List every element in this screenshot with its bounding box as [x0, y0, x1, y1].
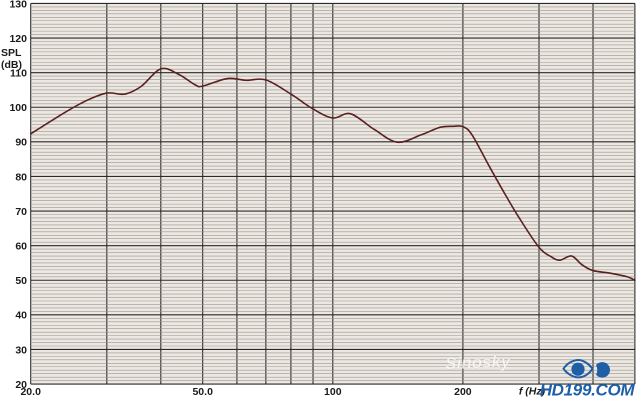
svg-text:60: 60 — [15, 241, 27, 253]
svg-text:80: 80 — [15, 171, 27, 183]
svg-text:HD199.COM: HD199.COM — [540, 381, 636, 400]
svg-text:70: 70 — [15, 206, 27, 218]
svg-text:50: 50 — [15, 275, 27, 287]
svg-text:90: 90 — [15, 137, 27, 149]
svg-text:50.0: 50.0 — [192, 386, 213, 398]
svg-text:200: 200 — [454, 386, 472, 398]
svg-text:30: 30 — [15, 344, 27, 356]
svg-text:(dB): (dB) — [1, 59, 22, 71]
svg-text:20.0: 20.0 — [20, 386, 41, 398]
svg-text:100: 100 — [9, 102, 27, 114]
svg-text:120: 120 — [9, 33, 27, 45]
svg-text:130: 130 — [9, 0, 27, 10]
svg-text:Sinosky: Sinosky — [445, 352, 512, 373]
svg-text:SPL: SPL — [1, 47, 22, 59]
svg-text:100: 100 — [324, 386, 342, 398]
svg-text:40: 40 — [15, 310, 27, 322]
